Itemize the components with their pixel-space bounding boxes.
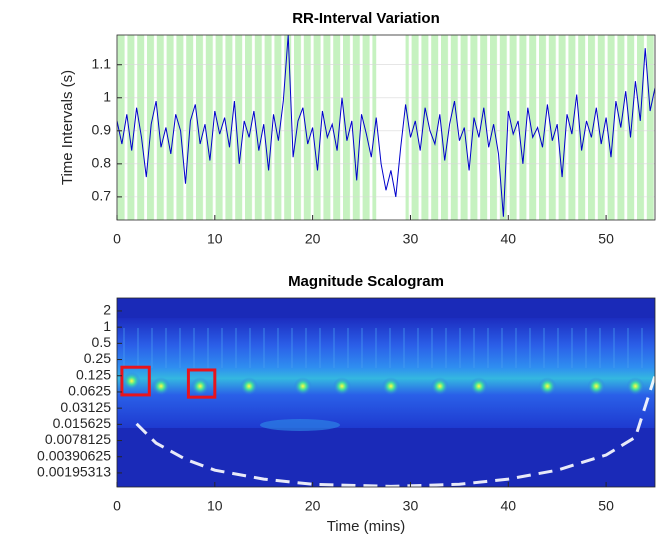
- y-tick-label: 0.015625: [53, 415, 112, 431]
- peak: [626, 377, 645, 396]
- scalogram-texture: [459, 328, 461, 368]
- scalogram-texture: [305, 328, 307, 368]
- y-axis-label: Time Intervals (s): [59, 70, 76, 185]
- scalogram-texture: [613, 328, 615, 368]
- x-axis-label: Time (mins): [327, 518, 406, 535]
- y-tick-label: 0.0625: [68, 383, 111, 399]
- peak: [293, 377, 312, 396]
- scalogram-texture: [403, 328, 405, 368]
- scalogram-texture: [207, 328, 209, 368]
- peak: [240, 377, 259, 396]
- scalogram-texture: [389, 328, 391, 368]
- scalogram-texture: [193, 328, 195, 368]
- x-tick-label: 30: [403, 231, 419, 247]
- x-tick-label: 0: [113, 498, 121, 514]
- scalogram-texture: [529, 328, 531, 368]
- scalogram-texture: [627, 328, 629, 368]
- plot-area: [117, 298, 655, 487]
- plot-area: [117, 35, 655, 220]
- y-tick-label: 1.1: [92, 55, 112, 71]
- scalogram-texture: [319, 328, 321, 368]
- scalogram-texture: [473, 328, 475, 368]
- x-tick-label: 20: [305, 231, 321, 247]
- scalogram-band: [117, 318, 655, 428]
- scalogram-texture: [347, 328, 349, 368]
- scalogram-texture: [291, 328, 293, 368]
- x-tick-label: 20: [305, 498, 321, 514]
- scalogram-texture: [641, 328, 643, 368]
- axes-frame: [116, 34, 656, 221]
- peak: [152, 377, 171, 396]
- y-tick-label: 0.03125: [60, 399, 111, 415]
- peak: [381, 377, 400, 396]
- scalogram-texture: [249, 328, 251, 368]
- scalogram-texture: [179, 328, 181, 368]
- scalogram-texture: [543, 328, 545, 368]
- y-tick-label: 0.7: [92, 188, 112, 204]
- scalogram-texture: [221, 328, 223, 368]
- scalogram-texture: [123, 328, 125, 368]
- y-tick-label: 0.5: [92, 334, 112, 350]
- peak: [191, 377, 210, 396]
- shaded-region: [405, 35, 655, 220]
- scalogram-texture: [375, 328, 377, 368]
- scalogram-texture: [557, 328, 559, 368]
- x-tick-label: 0: [113, 231, 121, 247]
- peak: [430, 377, 449, 396]
- scalogram-texture: [487, 328, 489, 368]
- x-tick-label: 30: [403, 498, 419, 514]
- chart-title: RR-Interval Variation: [292, 10, 440, 27]
- chart-title: Magnitude Scalogram: [288, 273, 444, 290]
- scalogram-texture: [599, 328, 601, 368]
- scalogram-texture: [431, 328, 433, 368]
- scalogram-texture: [417, 328, 419, 368]
- x-tick-label: 10: [207, 498, 223, 514]
- scalogram-texture: [333, 328, 335, 368]
- y-tick-label: 0.125: [76, 366, 111, 382]
- scalogram-texture: [585, 328, 587, 368]
- y-tick-label: 0.25: [84, 350, 111, 366]
- peak: [587, 377, 606, 396]
- x-tick-label: 10: [207, 231, 223, 247]
- scalogram-texture: [165, 328, 167, 368]
- axes-frame: [116, 297, 656, 488]
- peak: [469, 377, 488, 396]
- scalogram-texture: [501, 328, 503, 368]
- x-tick-label: 40: [500, 231, 516, 247]
- y-tick-label: 0.00195313: [37, 464, 111, 480]
- scalogram-texture: [515, 328, 517, 368]
- scalogram-texture: [263, 328, 265, 368]
- cone-of-influence: [135, 375, 655, 487]
- rr-line: [117, 35, 655, 217]
- y-tick-label: 0.9: [92, 122, 112, 138]
- scalogram-texture: [137, 328, 139, 368]
- peak: [538, 377, 557, 396]
- y-tick-label: 1: [103, 88, 111, 104]
- y-tick-label: 2: [103, 302, 111, 318]
- scalogram-texture: [235, 328, 237, 368]
- highlight-box: [120, 365, 151, 397]
- y-tick-label: 1: [103, 318, 111, 334]
- scalogram-texture: [277, 328, 279, 368]
- y-tick-label: 0.8: [92, 155, 112, 171]
- highlight-box: [186, 368, 217, 399]
- x-tick-label: 40: [500, 498, 516, 514]
- peak: [332, 377, 351, 396]
- scalogram-texture: [571, 328, 573, 368]
- y-tick-label: 0.00390625: [37, 447, 111, 463]
- x-tick-label: 50: [598, 231, 614, 247]
- scalogram-texture: [361, 328, 363, 368]
- scalogram-texture: [445, 328, 447, 368]
- scalogram-texture: [151, 328, 153, 368]
- x-tick-label: 50: [598, 498, 614, 514]
- scalogram-blob: [260, 419, 340, 431]
- peak: [122, 371, 141, 390]
- y-tick-label: 0.0078125: [45, 431, 111, 447]
